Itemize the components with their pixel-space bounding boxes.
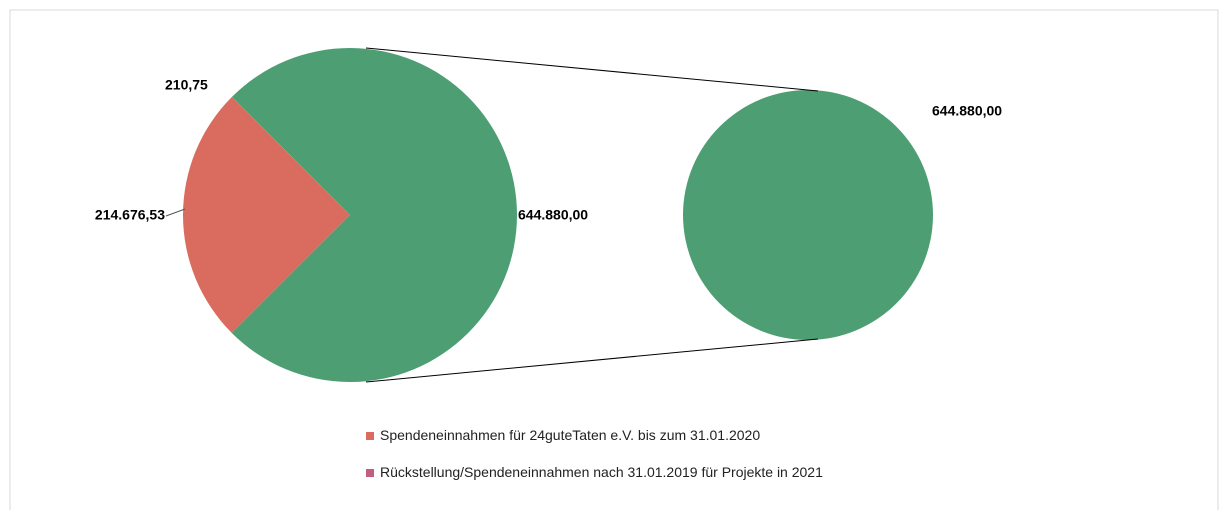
- legend-item: Spendeneinnahmen für 24guteTaten e.V. bi…: [366, 426, 856, 445]
- connector: [365, 47, 819, 92]
- connector: [365, 338, 819, 383]
- leader-line: [165, 208, 186, 217]
- data-label: 214.676,53: [95, 207, 165, 223]
- frame: [9, 9, 1219, 510]
- pie-slice: [183, 97, 350, 333]
- data-label: 210,75: [165, 77, 208, 93]
- data-label: 644.880,00: [932, 103, 1002, 119]
- legend-swatch: [366, 469, 374, 477]
- legend: Spendeneinnahmen für 24guteTaten e.V. bi…: [366, 426, 856, 500]
- legend-label: Spendeneinnahmen für 24guteTaten e.V. bi…: [380, 427, 761, 443]
- pie-slice: [683, 90, 933, 340]
- data-label: 644.880,00: [518, 207, 588, 223]
- legend-item: Rückstellung/Spendeneinnahmen nach 31.01…: [366, 463, 856, 482]
- pie-slice: [231, 96, 350, 215]
- pie-slice: [231, 48, 517, 383]
- legend-label: Rückstellung/Spendeneinnahmen nach 31.01…: [380, 464, 823, 480]
- legend-swatch: [366, 432, 374, 440]
